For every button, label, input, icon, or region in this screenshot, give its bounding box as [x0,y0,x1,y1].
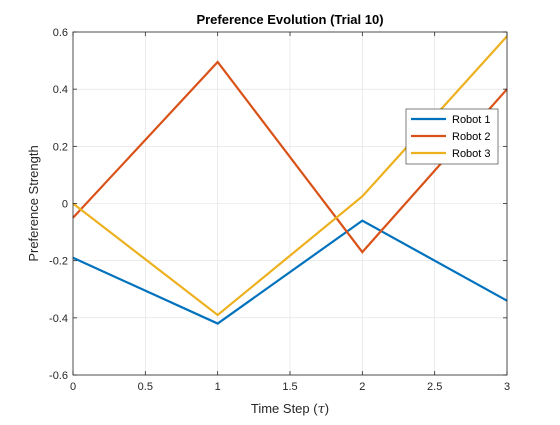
y-tick-label: 0.4 [53,84,68,96]
chart-title: Preference Evolution (Trial 10) [196,12,383,27]
y-tick-label: -0.6 [49,370,68,382]
legend: Robot 1 Robot 2 Robot 3 [405,108,499,165]
legend-label: Robot 3 [452,148,491,160]
x-axis-label-text: Time Step ( [251,401,318,416]
y-axis-label: Preference Strength [26,145,41,261]
y-tick-label: -0.4 [49,313,68,325]
x-tick-label: 0.5 [138,381,153,393]
x-axis-label: Time Step (τ) [251,401,329,417]
y-tick-label: 0.6 [53,27,68,39]
y-tick-label: 0.2 [53,141,68,153]
x-axis-label-close: ) [325,401,329,416]
x-tick-label: 2 [359,381,365,393]
legend-label: Robot 2 [452,131,491,143]
x-axis-label-symbol: τ [318,402,326,417]
ticks: 0 0.5 1 1.5 2 2.5 3 -0.6 -0.4 -0.2 0 0.2 0.4 0.6 [49,27,510,393]
series-line-robot-1 [72,219,508,325]
y-tick-label: -0.2 [49,256,68,268]
x-tick-label: 1 [215,381,221,393]
legend-label: Robot 1 [452,114,491,126]
y-tick-label: 0 [62,199,68,211]
series-line-robot-2 [72,60,508,254]
x-tick-label: 1.5 [282,381,297,393]
x-tick-label: 0 [70,381,76,393]
x-tick-label: 2.5 [427,381,442,393]
x-tick-label: 3 [504,381,510,393]
